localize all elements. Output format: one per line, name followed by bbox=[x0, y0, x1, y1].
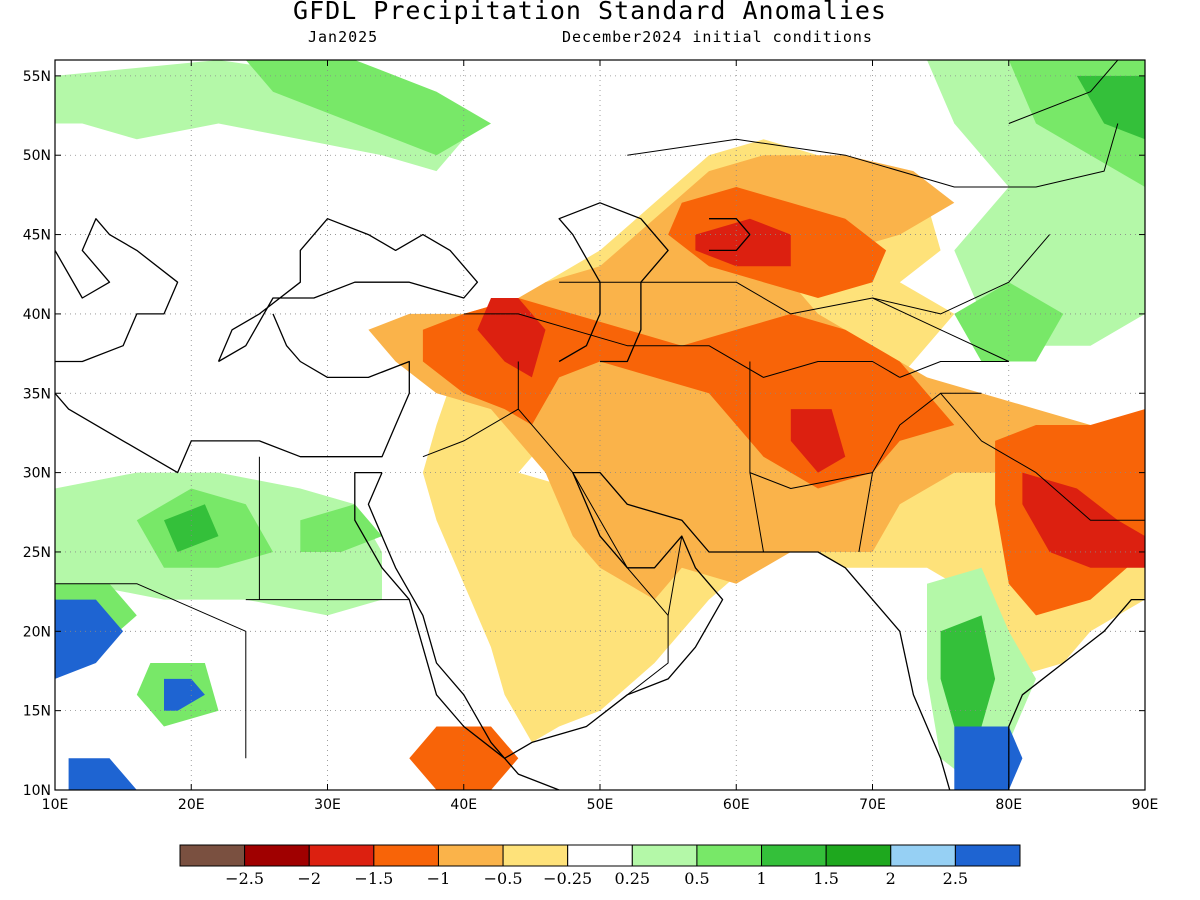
coastline-4 bbox=[354, 471, 560, 790]
country-border-3 bbox=[463, 313, 901, 378]
lat-tick-label: 45N bbox=[23, 228, 51, 244]
colorbar-label: 1 bbox=[756, 869, 766, 888]
lat-tick-label: 55N bbox=[23, 69, 51, 85]
lon-tick-label: 60E bbox=[723, 797, 750, 813]
country-border-9 bbox=[749, 392, 982, 489]
colorbar-label: −0.5 bbox=[484, 869, 523, 888]
lat-tick-label: 15N bbox=[23, 704, 51, 720]
map-title: GFDL Precipitation Standard Anomalies bbox=[293, 0, 887, 25]
country-border-7 bbox=[667, 536, 683, 616]
country-border-10 bbox=[858, 472, 873, 553]
colorbar-label: −1.5 bbox=[354, 869, 393, 888]
country-border-15 bbox=[1008, 60, 1119, 124]
anomaly-region-27 bbox=[68, 758, 137, 790]
lon-tick-label: 30E bbox=[314, 797, 341, 813]
colorbar-swatch-7 bbox=[631, 844, 698, 867]
colorbar-label: 0.5 bbox=[684, 869, 709, 888]
lon-tick-label: 40E bbox=[450, 797, 477, 813]
lon-tick-label: 80E bbox=[995, 797, 1022, 813]
anomaly-region-15 bbox=[954, 282, 1064, 362]
colorbar-swatch-2 bbox=[308, 844, 375, 867]
lat-tick-label: 35N bbox=[23, 386, 51, 402]
anomaly-region-14 bbox=[1076, 75, 1145, 140]
country-border-12 bbox=[940, 392, 1145, 521]
axis-ticks: 10E 20E 30E 40E 50E 60E 70E 80E 90E 10N 15N 20N 25N 3… bbox=[23, 60, 1159, 813]
colorbar-label: 2 bbox=[886, 869, 896, 888]
country-border-11 bbox=[899, 361, 1009, 378]
lon-tick-label: 50E bbox=[587, 797, 614, 813]
country-border-5 bbox=[517, 408, 574, 473]
anomaly-region-18 bbox=[164, 504, 219, 552]
lon-tick-label: 90E bbox=[1132, 797, 1159, 813]
anomaly-region-11 bbox=[245, 60, 491, 156]
initial-conditions: December2024 initial conditions bbox=[562, 28, 873, 46]
anomaly-region-6 bbox=[477, 298, 546, 378]
lon-tick-label: 70E bbox=[859, 797, 886, 813]
coastline-0 bbox=[55, 218, 179, 363]
lat-tick-label: 40N bbox=[23, 307, 51, 323]
coastline-1 bbox=[217, 218, 479, 363]
colorbar-swatch-11 bbox=[890, 844, 956, 867]
coastline-6 bbox=[709, 218, 751, 252]
colorbar-swatch-9 bbox=[761, 844, 827, 867]
colorbar-swatch-5 bbox=[502, 844, 569, 867]
anomaly-region-19 bbox=[300, 504, 382, 552]
lat-tick-label: 20N bbox=[23, 624, 51, 640]
colorbar-swatch-10 bbox=[825, 844, 892, 867]
lat-tick-label: 30N bbox=[23, 466, 51, 482]
colorbar-swatch-0 bbox=[179, 844, 246, 867]
country-border-4 bbox=[422, 361, 519, 458]
lon-tick-label: 20E bbox=[178, 797, 205, 813]
anomaly-region-8 bbox=[790, 409, 846, 473]
anomaly-region-23 bbox=[164, 678, 205, 711]
borders-layer bbox=[55, 60, 1145, 759]
anomaly-fill-layer bbox=[55, 60, 1145, 790]
coastline-2 bbox=[55, 313, 410, 474]
lat-tick-label: 10N bbox=[23, 783, 51, 799]
colorbar-swatch-8 bbox=[696, 844, 763, 867]
colorbar-label: −2.5 bbox=[225, 869, 264, 888]
colorbar: −2.5 −2 −1.5 −1 −0.5 −0.25 0.25 0.5 1 1.5 2 2.5 bbox=[179, 844, 1021, 888]
colorbar-swatch-1 bbox=[244, 844, 310, 867]
colorbar-label: 2.5 bbox=[943, 869, 968, 888]
colorbar-label: −0.25 bbox=[543, 869, 592, 888]
colorbar-swatch-4 bbox=[437, 844, 504, 867]
country-border-13 bbox=[559, 234, 1050, 315]
colorbar-swatch-12 bbox=[954, 844, 1021, 867]
anomaly-region-21 bbox=[55, 599, 124, 679]
colorbar-label: 0.25 bbox=[614, 869, 650, 888]
forecast-month: Jan2025 bbox=[308, 28, 379, 46]
anomaly-region-26 bbox=[954, 726, 1023, 790]
anomaly-region-9 bbox=[1022, 472, 1145, 568]
lat-tick-label: 50N bbox=[23, 148, 51, 164]
country-border-16 bbox=[872, 297, 1010, 362]
colorbar-label: −2 bbox=[297, 869, 321, 888]
lon-tick-label: 10E bbox=[42, 797, 69, 813]
colorbar-label: 1.5 bbox=[813, 869, 838, 888]
coastline-5 bbox=[558, 202, 669, 363]
lat-tick-label: 25N bbox=[23, 545, 51, 561]
colorbar-swatch-6 bbox=[567, 844, 633, 867]
anomaly-region-25 bbox=[940, 615, 996, 727]
colorbar-swatch-3 bbox=[373, 844, 439, 867]
colorbar-label: −1 bbox=[427, 869, 451, 888]
anomaly-region-10 bbox=[55, 60, 464, 172]
country-border-0 bbox=[55, 583, 247, 759]
country-border-14 bbox=[627, 123, 1119, 188]
